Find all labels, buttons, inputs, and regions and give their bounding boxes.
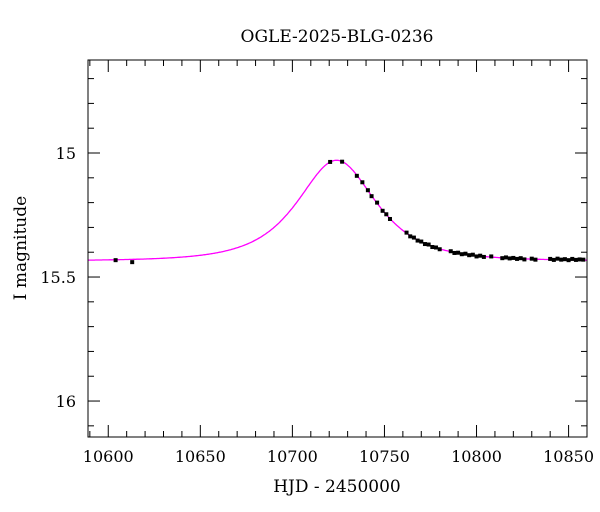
data-point — [426, 242, 431, 247]
data-point — [555, 256, 560, 261]
data-point — [463, 251, 468, 256]
data-point — [500, 256, 505, 261]
data-point — [360, 180, 365, 185]
data-point — [452, 250, 457, 255]
data-point — [365, 188, 370, 193]
data-point — [354, 173, 359, 178]
data-point — [503, 255, 508, 260]
data-point — [448, 249, 453, 254]
data-point — [404, 230, 409, 235]
y-tick-label: 15.5 — [40, 268, 76, 287]
axis-ticks — [88, 60, 588, 437]
data-points — [113, 159, 586, 265]
data-point — [340, 159, 345, 164]
data-point — [328, 159, 333, 164]
data-point — [566, 258, 571, 263]
y-tick-label: 16 — [56, 392, 76, 411]
data-point — [481, 254, 486, 259]
data-point — [434, 245, 439, 250]
data-point — [581, 257, 586, 262]
data-point — [478, 253, 483, 258]
data-point — [467, 253, 472, 258]
data-point — [369, 194, 374, 199]
data-point — [408, 234, 413, 239]
data-point — [380, 208, 385, 213]
x-tick-label: 10750 — [359, 447, 410, 466]
data-point — [489, 254, 494, 259]
data-point — [419, 239, 424, 244]
data-point — [375, 200, 380, 205]
x-axis-label: HJD - 2450000 — [273, 477, 401, 497]
y-axis-label: I magnitude — [11, 196, 31, 300]
x-tick-label: 10700 — [267, 447, 318, 466]
data-point — [437, 247, 442, 252]
data-point — [522, 257, 527, 262]
data-point — [459, 252, 464, 257]
data-point — [456, 250, 461, 255]
data-point — [533, 257, 538, 262]
chart-title: OGLE-2025-BLG-0236 — [241, 27, 434, 47]
y-tick-label: 15 — [56, 144, 76, 163]
model-curve — [88, 159, 588, 261]
data-point — [570, 256, 575, 261]
data-point — [415, 238, 420, 243]
data-point — [130, 260, 135, 265]
data-point — [559, 257, 564, 262]
data-point — [548, 256, 553, 261]
x-tick-label: 10650 — [175, 447, 226, 466]
data-point — [507, 256, 512, 261]
data-point — [113, 258, 118, 263]
data-point — [573, 257, 578, 262]
data-point — [518, 256, 523, 261]
data-point — [515, 256, 520, 261]
x-tick-label: 10850 — [543, 447, 594, 466]
plot-frame — [87, 59, 588, 438]
data-point — [562, 257, 567, 262]
data-point — [422, 242, 427, 247]
data-point — [387, 216, 392, 221]
data-point — [384, 212, 389, 217]
tick-labels: 10600 10650 10700 10750 10800 10850 15 15.5 16 — [40, 144, 594, 466]
x-tick-label: 10600 — [83, 447, 134, 466]
data-point — [430, 245, 435, 250]
data-point — [474, 254, 479, 259]
data-point — [529, 256, 534, 261]
data-point — [511, 255, 516, 260]
data-point — [470, 252, 475, 257]
x-tick-label: 10800 — [451, 447, 502, 466]
data-point — [411, 235, 416, 240]
data-point — [551, 257, 556, 262]
data-point — [577, 257, 582, 262]
